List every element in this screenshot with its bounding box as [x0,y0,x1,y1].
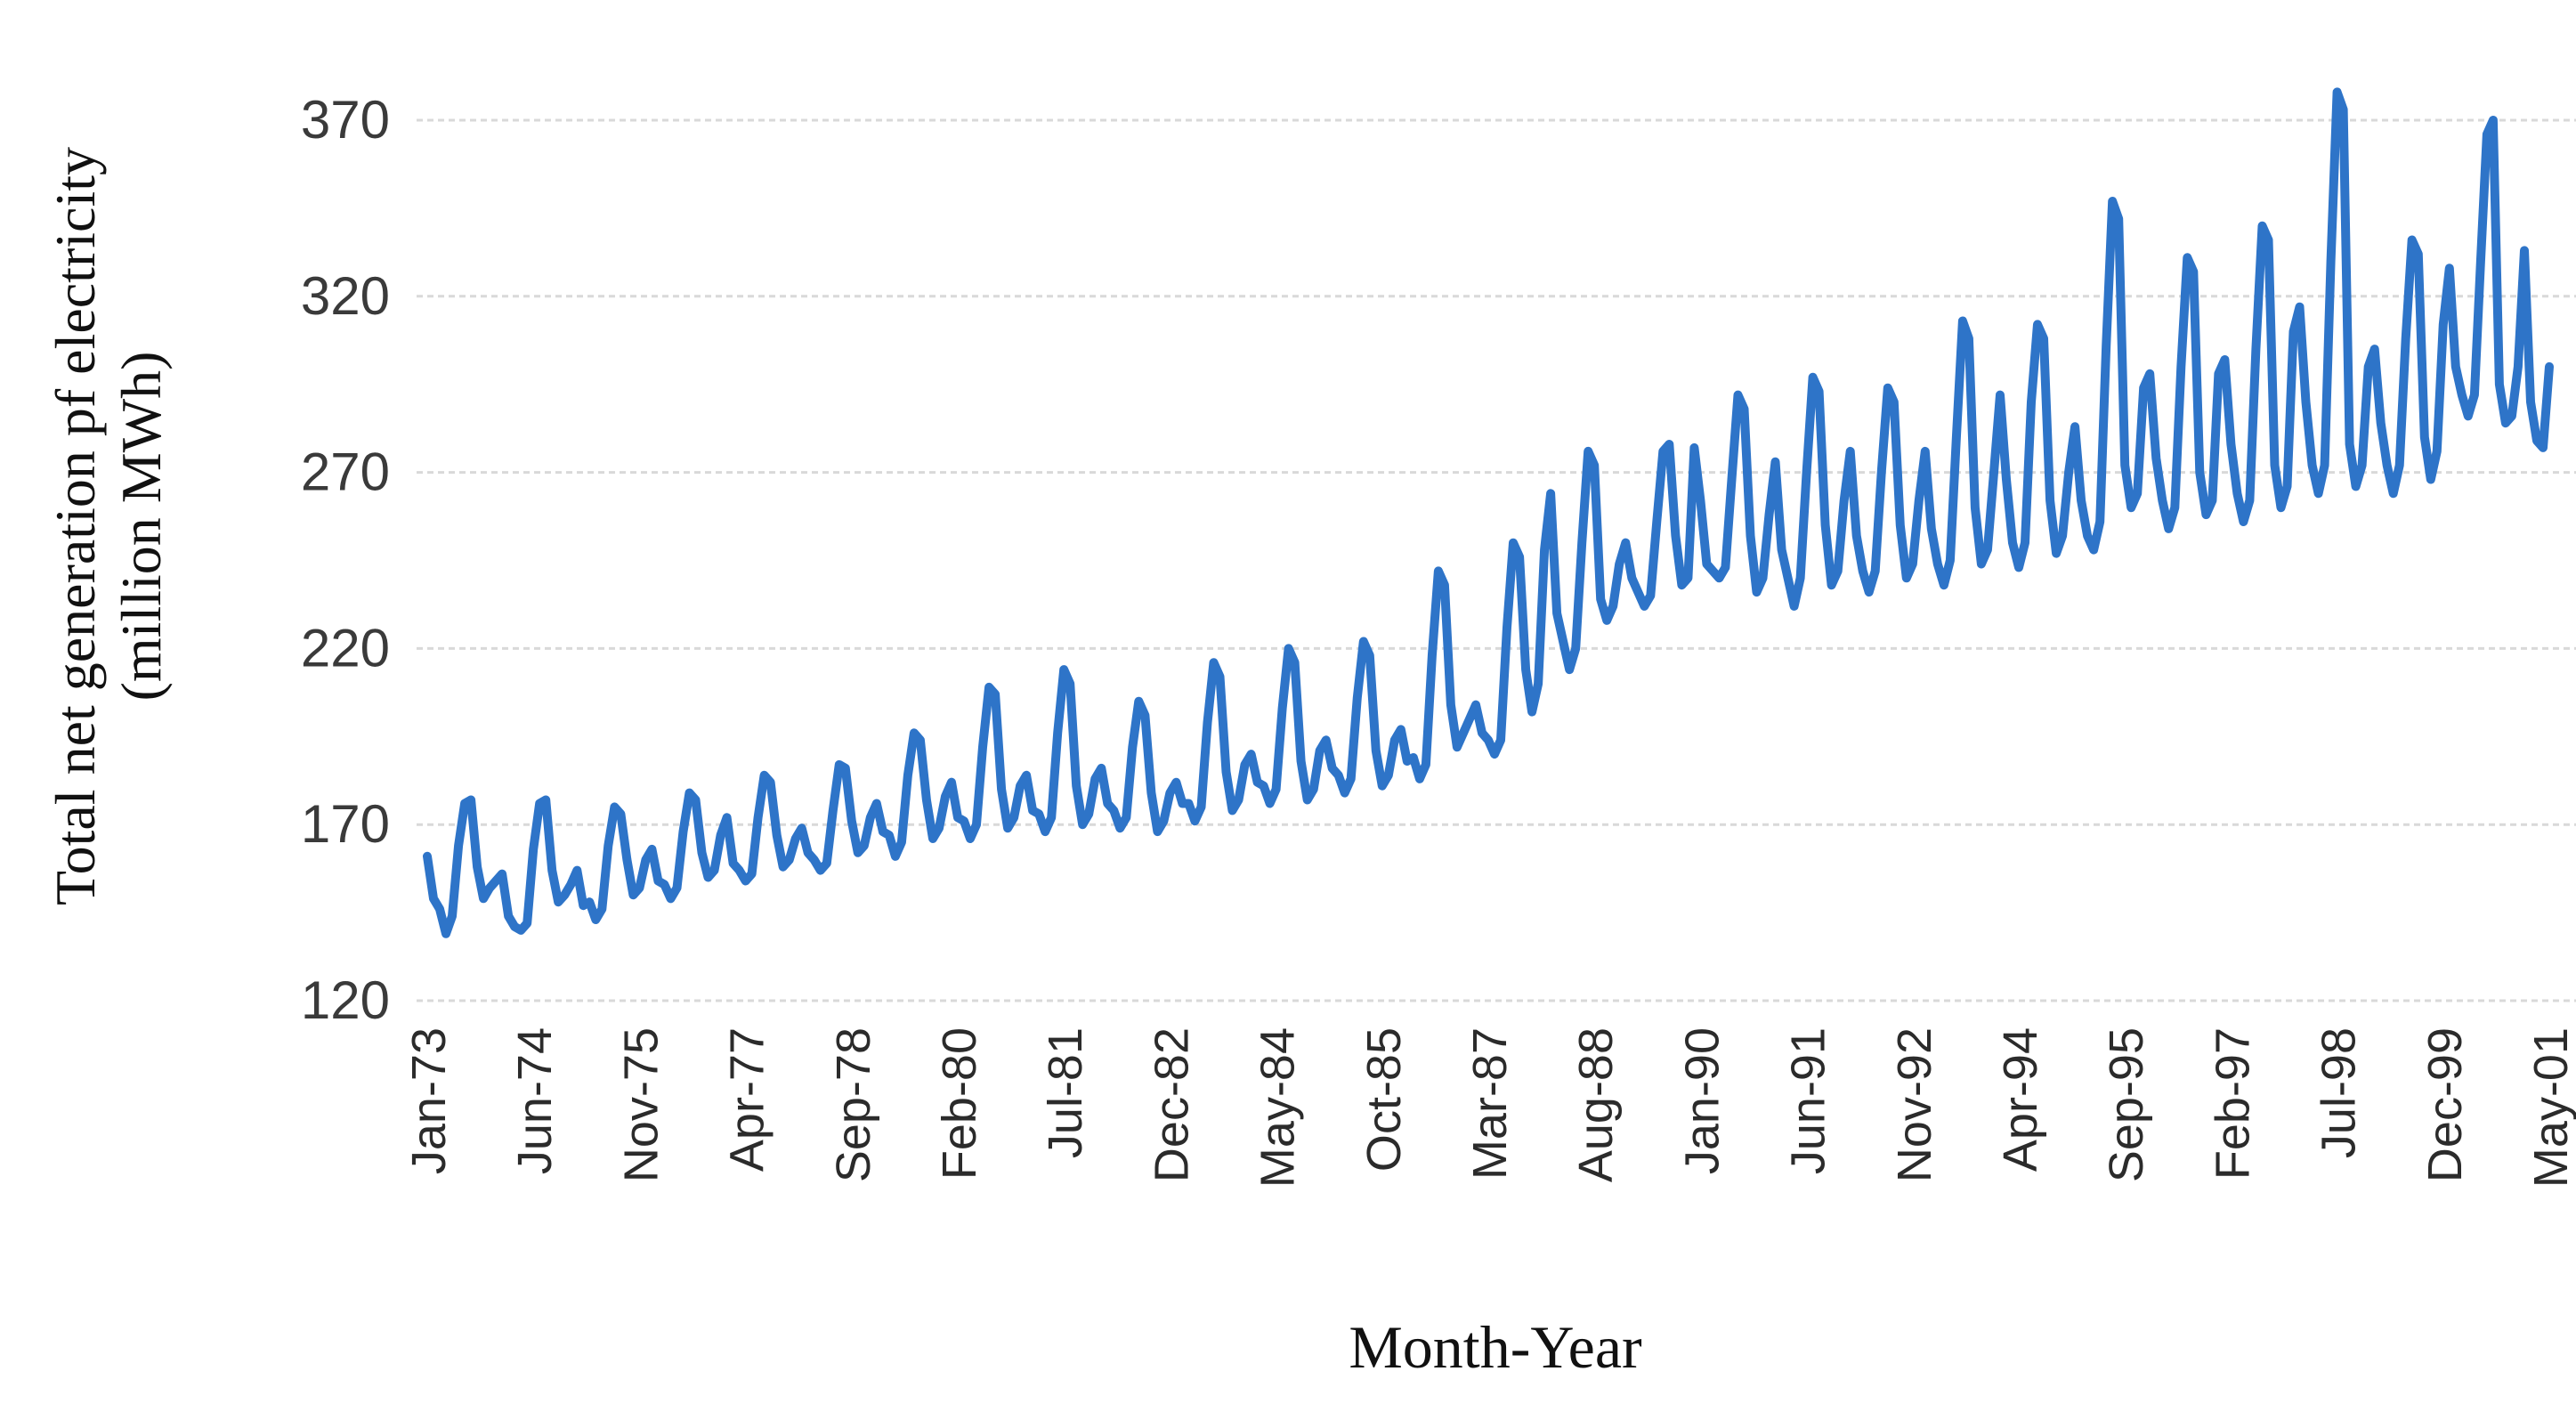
y-tick-label: 270 [301,442,390,502]
x-tick-label: Feb-97 [2206,1027,2259,1180]
y-axis-title-line2: (million MWh) [109,352,173,702]
y-tick-label: 170 [301,794,390,854]
x-tick-label: Apr-94 [1994,1027,2047,1172]
y-tick-labels: 370 320 270 220 170 120 [301,90,390,1030]
y-tick-label: 370 [301,90,390,150]
x-tick-label: Mar-87 [1463,1027,1517,1180]
x-tick-label: May-84 [1252,1027,1305,1188]
y-tick-label: 120 [301,970,390,1030]
gridlines [417,118,2576,1002]
x-tick-label: Nov-75 [614,1027,668,1182]
x-tick-label: Dec-82 [1145,1027,1198,1182]
y-tick-label: 220 [301,618,390,678]
x-tick-label: Jun-74 [508,1027,562,1174]
x-tick-label: Sep-78 [827,1027,880,1182]
x-tick-label: Jan-73 [402,1027,456,1174]
x-tick-label: Jul-98 [2313,1027,2366,1158]
y-tick-label: 320 [301,266,390,326]
x-tick-labels: Jan-73 Jun-74 Nov-75 Apr-77 Sep-78 Feb-80 Jul-… [402,1027,2576,1188]
x-tick-label: Nov-92 [1888,1027,1941,1182]
x-tick-label: Jun-91 [1782,1027,1835,1174]
line-chart: 370 320 270 220 170 120 Jan-73 Jun-74 Nov-75 Apr… [44,87,2576,1381]
x-tick-label: Dec-99 [2418,1027,2472,1182]
x-tick-label: Sep-95 [2100,1027,2153,1182]
x-tick-label: Jan-90 [1675,1027,1729,1174]
electricity-generation-chart: 370 320 270 220 170 120 Jan-73 Jun-74 Nov-75 Apr… [36,14,2576,1406]
x-axis-title: Month-Year [1349,1313,1642,1381]
x-tick-label: Aug-88 [1569,1027,1623,1182]
data-line [423,87,2554,938]
x-tick-label: Oct-85 [1357,1027,1411,1172]
y-axis-title-line1: Total net generation pf electricity [44,147,107,905]
x-tick-label: Feb-80 [933,1027,986,1180]
x-tick-label: Apr-77 [721,1027,774,1172]
x-tick-label: May-01 [2524,1027,2576,1188]
x-tick-label: Jul-81 [1039,1027,1092,1158]
